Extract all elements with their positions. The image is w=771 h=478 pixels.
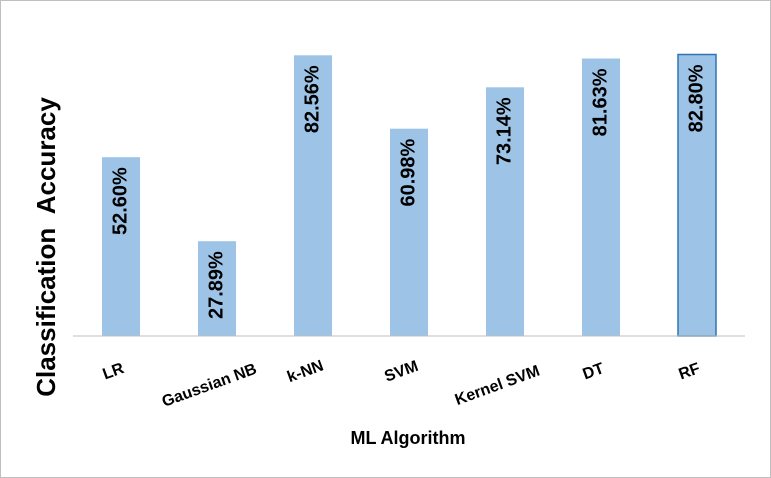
- x-tick-label: Kernel SVM: [453, 363, 542, 409]
- x-axis-title: ML Algorithm: [351, 428, 466, 448]
- y-axis-title: Classification Accuracy: [31, 97, 61, 397]
- bar-kernel-svm: [486, 87, 524, 336]
- x-tick-label: LR: [101, 360, 127, 383]
- x-tick-label: RF: [677, 360, 703, 383]
- data-label: 52.60%: [109, 167, 131, 235]
- bar-svm: [390, 128, 428, 336]
- x-tick-label: DT: [581, 360, 607, 383]
- x-tick-label: SVM: [382, 358, 420, 386]
- data-label: 82.56%: [301, 65, 323, 133]
- data-label: 73.14%: [493, 97, 515, 165]
- bar-dt: [582, 58, 620, 336]
- data-label: 60.98%: [397, 138, 419, 206]
- data-label: 82.80%: [685, 64, 707, 132]
- bar-gaussian-nb: [198, 241, 236, 336]
- data-label: 27.89%: [205, 251, 227, 319]
- bar-rf: [677, 53, 717, 337]
- x-tick-label: Gaussian NB: [160, 361, 259, 411]
- x-tick-label: k-NN: [285, 357, 326, 386]
- bar-lr: [102, 157, 140, 336]
- x-tick-labels: LR Gaussian NB k-NN SVM Kernel SVM DT RF: [101, 357, 703, 410]
- bars-group: 52.60% 27.89% 82.56% 60.98% 73.14% 81.63% 82.8…: [102, 53, 717, 337]
- data-label: 81.63%: [589, 68, 611, 136]
- bar-k-nn: [294, 55, 332, 337]
